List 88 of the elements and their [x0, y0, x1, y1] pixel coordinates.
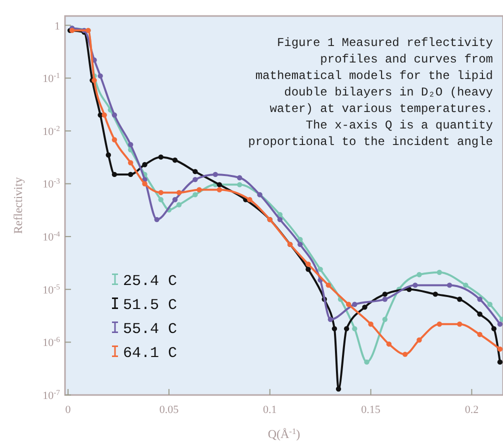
point [106, 152, 111, 158]
point [436, 322, 442, 327]
y-axis-title: Reflectivity [11, 177, 25, 234]
point [382, 296, 388, 302]
point [236, 175, 242, 180]
point [142, 181, 148, 186]
point [158, 154, 164, 160]
point [436, 270, 442, 275]
y-tick-label: 10$^{-5}$ [42, 282, 60, 296]
point [128, 172, 134, 178]
legend-label: 64.1 C [123, 345, 178, 362]
point [298, 242, 303, 248]
x-tick-label: 0.2 [464, 404, 479, 416]
x-tick-label: 0.15 [361, 404, 381, 416]
point [98, 73, 103, 79]
point [176, 190, 182, 196]
legend-label: 25.4 C [123, 273, 178, 290]
point [382, 316, 388, 322]
point [102, 112, 107, 118]
point [318, 266, 323, 272]
point [277, 212, 283, 218]
point [247, 197, 252, 202]
point [412, 282, 418, 288]
point [346, 302, 352, 307]
point [112, 172, 118, 178]
point [457, 296, 462, 302]
point [446, 282, 452, 288]
point [192, 168, 198, 174]
x-axis-title: Q(Å$^{-1}$) [268, 426, 300, 441]
point [277, 216, 283, 222]
x-tick-label: 0.05 [159, 404, 180, 416]
y-tick-label: 10$^{-3}$ [42, 176, 60, 191]
point [362, 304, 368, 310]
point [382, 292, 388, 297]
point [112, 137, 118, 142]
point [432, 292, 438, 297]
point [386, 342, 392, 347]
point [332, 326, 338, 332]
point [128, 142, 134, 148]
point [158, 197, 164, 202]
y-tick-label: 10$^{-2}$ [42, 123, 60, 138]
annotation: Figure 1 Measured reflectivity profiles and curves from mathematical models for the lipid double bilayers in D₂O (heavy water) at various temperatures. The x-axis Q is a quantity proportional to the incident angle [248, 36, 493, 149]
x-tick-label: 0.1 [262, 404, 277, 416]
point [344, 326, 350, 332]
point [457, 322, 462, 327]
point [172, 158, 178, 163]
point [216, 187, 222, 192]
point [364, 359, 370, 365]
point [176, 202, 182, 208]
point [196, 187, 202, 192]
point [306, 266, 311, 272]
point [497, 359, 503, 365]
y-tick-label: 1 [54, 20, 60, 32]
point [497, 322, 503, 327]
point [497, 346, 503, 352]
point [463, 282, 468, 288]
legend-label: 51.5 C [123, 297, 178, 314]
y-tick-label: 10$^{-1}$ [42, 70, 60, 86]
point [416, 272, 422, 278]
point [212, 172, 218, 178]
point [216, 182, 222, 188]
point [477, 332, 482, 338]
x-tick-label: 0 [65, 404, 72, 416]
point [328, 316, 334, 322]
point [487, 302, 492, 307]
point [491, 326, 497, 332]
point [154, 216, 160, 222]
point [142, 162, 148, 168]
point [402, 352, 408, 357]
point [158, 190, 164, 196]
point [192, 192, 198, 198]
point [192, 176, 198, 182]
y-tick-label: 10$^{-6}$ [42, 334, 60, 350]
point [477, 312, 482, 317]
point [112, 112, 118, 118]
point [306, 262, 311, 267]
y-tick-label: 10$^{-7}$ [42, 388, 60, 402]
point [172, 197, 178, 202]
point [352, 326, 358, 332]
legend-label: 55.4 C [123, 321, 178, 338]
point [236, 182, 242, 188]
point [477, 296, 482, 302]
point [128, 160, 134, 166]
point [326, 282, 332, 288]
point [368, 322, 374, 327]
point [352, 302, 358, 307]
point [416, 337, 422, 343]
y-tick-label: 10$^{-4}$ [42, 229, 60, 244]
